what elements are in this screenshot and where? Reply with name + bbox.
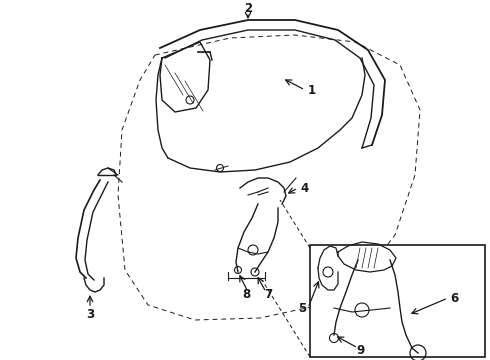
Text: 3: 3 (86, 309, 94, 321)
Text: 6: 6 (450, 292, 458, 305)
Bar (310, 245, 485, 357)
Text: 8: 8 (242, 288, 250, 302)
Text: 1: 1 (308, 84, 316, 96)
Text: 4: 4 (300, 181, 308, 194)
Text: 2: 2 (244, 1, 252, 14)
Text: 5: 5 (298, 302, 306, 315)
Text: 9: 9 (356, 343, 364, 356)
Text: 7: 7 (264, 288, 272, 302)
